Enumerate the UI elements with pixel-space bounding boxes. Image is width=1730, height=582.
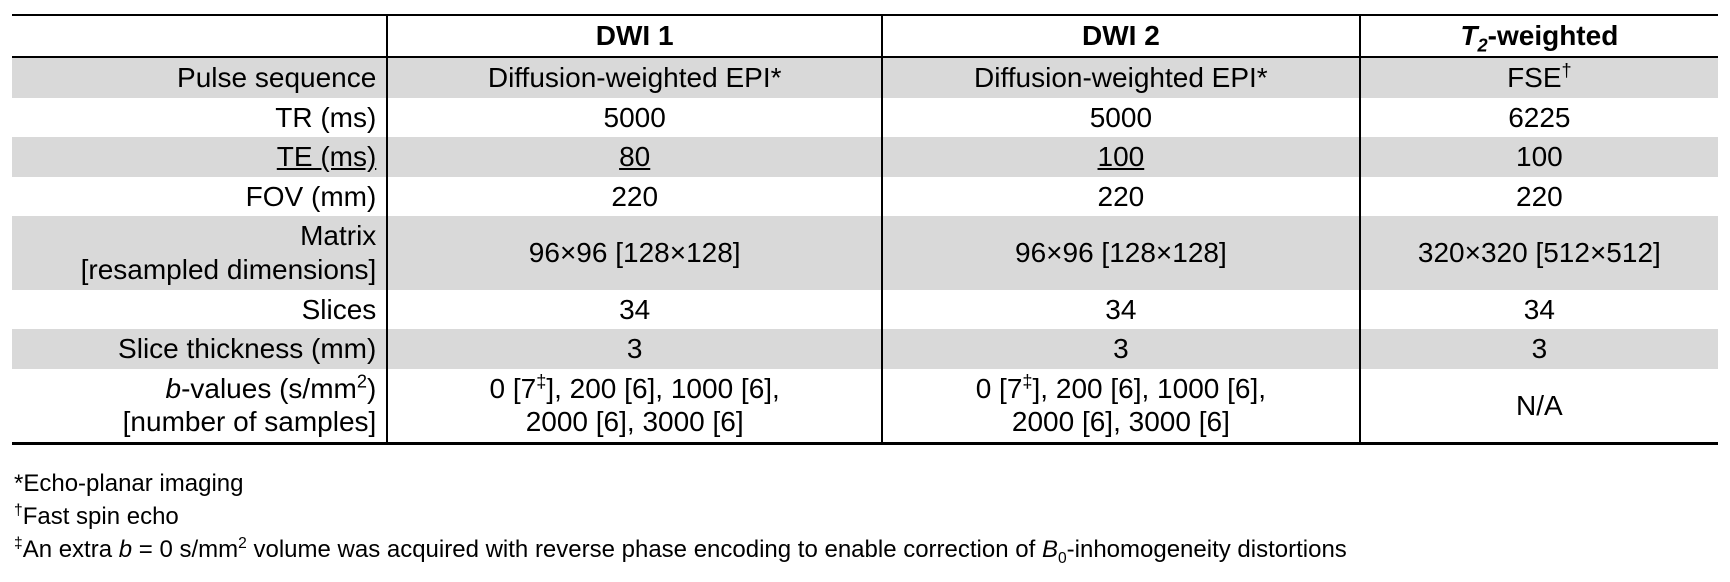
cell-pulse-sequence-dwi2: Diffusion-weighted EPI* xyxy=(881,57,1360,98)
cell-slice-thickness-dwi2: 3 xyxy=(881,329,1360,369)
column-header-t2-weighted: T2-weighted xyxy=(1358,15,1718,58)
cell-te-dwi2: 100 xyxy=(881,137,1360,177)
cell-slices-dwi1: 34 xyxy=(386,289,883,330)
row-label-fov: FOV (mm) xyxy=(245,180,377,212)
row-label-te: TE (ms) xyxy=(276,141,377,173)
table-row-tr: TR (ms) 5000 5000 6225 xyxy=(12,97,1718,138)
cell-b-values-dwi2: 0 [7‡], 200 [6], 1000 [6], 2000 [6], 3000… xyxy=(881,368,1360,444)
mri-parameters-table: DWI 1 DWI 2 T2-weighted Pulse sequence D… xyxy=(12,14,1718,445)
cell-b-values-dwi1: 0 [7‡], 200 [6], 1000 [6], 2000 [6], 3000… xyxy=(386,368,883,444)
table-header-row: DWI 1 DWI 2 T2-weighted xyxy=(12,15,1718,58)
cell-matrix-dwi2: 96×96 [128×128] xyxy=(881,216,1360,290)
row-label-tr: TR (ms) xyxy=(275,101,377,133)
cell-te-t2: 100 xyxy=(1358,137,1718,177)
row-label-slices: Slices xyxy=(301,293,377,325)
cell-pulse-sequence-dwi1: Diffusion-weighted EPI* xyxy=(386,57,883,98)
cell-slice-thickness-t2: 3 xyxy=(1358,329,1718,369)
cell-fov-t2: 220 xyxy=(1358,176,1718,217)
cell-pulse-sequence-t2: FSE† xyxy=(1358,57,1718,98)
column-header-blank xyxy=(12,15,388,58)
cell-slices-t2: 34 xyxy=(1358,289,1718,330)
cell-tr-dwi2: 5000 xyxy=(881,97,1360,138)
cell-tr-dwi1: 5000 xyxy=(386,97,883,138)
table-row-pulse-sequence: Pulse sequence Diffusion-weighted EPI* D… xyxy=(12,57,1718,98)
cell-fov-dwi2: 220 xyxy=(881,176,1360,217)
column-header-dwi2: DWI 2 xyxy=(881,15,1360,58)
row-label-matrix: Matrix [resampled dimensions] xyxy=(80,220,377,285)
cell-slice-thickness-dwi1: 3 xyxy=(386,329,883,369)
footnote-fse: †Fast spin echo xyxy=(14,501,179,530)
cell-matrix-t2: 320×320 [512×512] xyxy=(1358,216,1718,290)
row-label-slice-thickness: Slice thickness (mm) xyxy=(118,333,377,365)
cell-fov-dwi1: 220 xyxy=(386,176,883,217)
row-label-pulse-sequence: Pulse sequence xyxy=(177,62,377,93)
table-row-b-values: b-values (s/mm2) [number of samples] 0 [7… xyxy=(12,368,1718,444)
footnote-extra-b0: ‡An extra b = 0 s/mm2 volume was acquire… xyxy=(14,534,1347,567)
row-label-b-values: b-values (s/mm2) [number of samples] xyxy=(122,371,377,438)
cell-b-values-t2: N/A xyxy=(1358,368,1718,444)
table-row-slice-thickness: Slice thickness (mm) 3 3 3 xyxy=(12,329,1718,369)
column-header-dwi1: DWI 1 xyxy=(386,15,883,58)
table-row-slices: Slices 34 34 34 xyxy=(12,289,1718,330)
table-container: DWI 1 DWI 2 T2-weighted Pulse sequence D… xyxy=(12,14,1718,445)
table-row-fov: FOV (mm) 220 220 220 xyxy=(12,176,1718,217)
table-row-matrix: Matrix [resampled dimensions] 96×96 [128×… xyxy=(12,216,1718,290)
cell-matrix-dwi1: 96×96 [128×128] xyxy=(386,216,883,290)
cell-tr-t2: 6225 xyxy=(1358,97,1718,138)
footnote-epi: *Echo-planar imaging xyxy=(14,470,244,497)
cell-te-dwi1: 80 xyxy=(386,137,883,177)
table-row-te: TE (ms) 80 100 100 xyxy=(12,137,1718,177)
footnotes: *Echo-planar imaging †Fast spin echo ‡An… xyxy=(14,468,1720,567)
cell-slices-dwi2: 34 xyxy=(881,289,1360,330)
